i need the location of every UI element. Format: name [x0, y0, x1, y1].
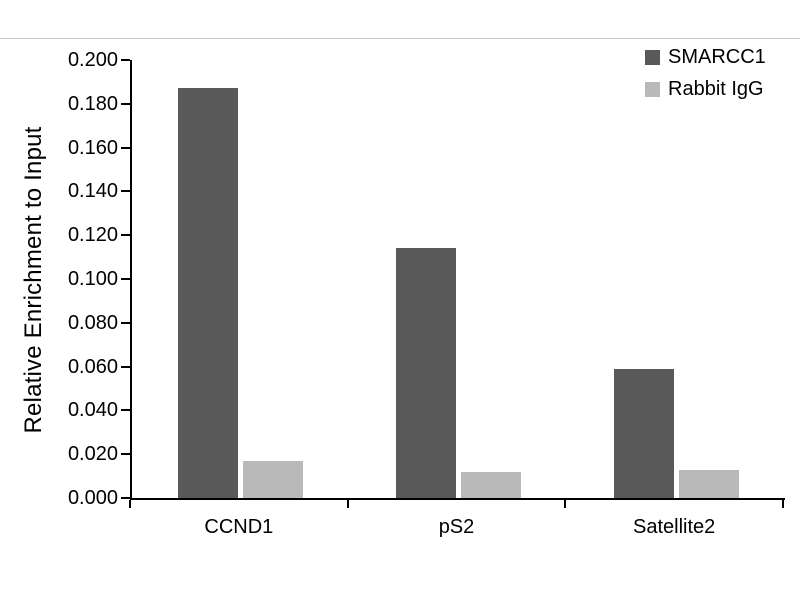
legend-swatch: [645, 50, 660, 65]
chart-frame-top-border: [0, 38, 800, 39]
legend-label: SMARCC1: [668, 46, 766, 68]
y-tick-label: 0.040: [67, 399, 118, 422]
legend-item: SMARCC1: [645, 46, 766, 69]
y-tick-mark: [121, 321, 130, 324]
y-tick-mark: [121, 409, 130, 412]
x-tick-mark: [782, 500, 784, 508]
y-tick-mark: [121, 278, 130, 280]
bar-rabbit-igg-satellite2: [678, 469, 739, 498]
y-tick-mark: [121, 102, 130, 105]
bar-rabbit-igg-ccnd1: [243, 460, 304, 498]
x-tick-mark: [129, 500, 131, 508]
x-category-label: pS2: [438, 516, 475, 538]
y-tick-label: 0.020: [67, 443, 118, 466]
legend-swatch: [645, 82, 660, 97]
y-tick-label: 0.000: [67, 487, 118, 509]
bar-smarcc1-satellite2: [613, 368, 674, 498]
bar-smarcc1-ps2: [396, 248, 456, 498]
y-tick-mark: [121, 453, 130, 456]
legend-label: Rabbit IgG: [668, 78, 764, 100]
y-tick-mark: [121, 146, 130, 149]
x-tick-mark: [564, 500, 567, 508]
y-tick-mark: [121, 234, 130, 237]
y-tick-label: 0.080: [67, 311, 118, 334]
y-tick-mark: [121, 59, 130, 61]
y-tick-mark: [121, 365, 130, 368]
y-tick-label: 0.180: [67, 92, 118, 115]
legend: SMARCC1 Rabbit IgG: [645, 46, 766, 110]
y-tick-label: 0.060: [67, 355, 118, 378]
x-tick-mark: [346, 500, 349, 508]
y-tick-label: 0.160: [67, 136, 118, 159]
plot-area: [130, 60, 785, 500]
y-tick-mark: [121, 190, 130, 193]
y-tick-label: 0.100: [67, 268, 118, 290]
x-category-label: CCND1: [204, 516, 274, 538]
y-tick-label: 0.140: [67, 180, 118, 203]
y-tick-label: 0.200: [67, 49, 118, 71]
y-tick-label: 0.120: [67, 224, 118, 247]
x-category-label: Satellite2: [633, 516, 716, 538]
bar-rabbit-igg-ps2: [461, 471, 521, 498]
legend-item: Rabbit IgG: [645, 78, 766, 101]
y-tick-mark: [121, 497, 130, 499]
bar-smarcc1-ccnd1: [178, 88, 239, 498]
